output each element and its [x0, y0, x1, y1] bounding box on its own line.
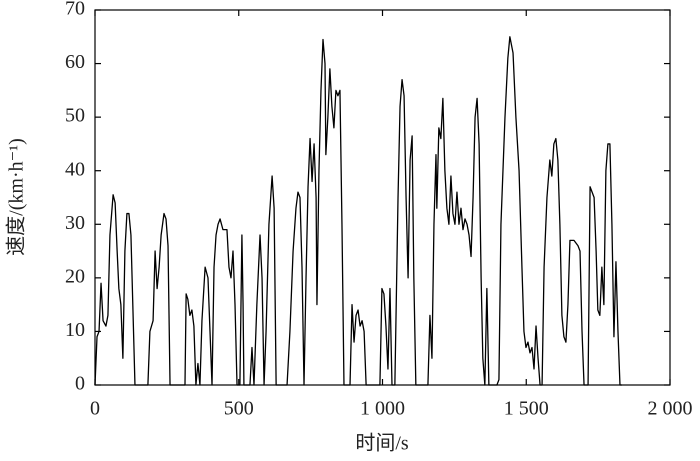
x-tick-label: 1 500 — [504, 398, 549, 420]
x-tick-label: 500 — [224, 398, 254, 420]
y-tick-label: 40 — [65, 158, 85, 180]
x-tick-label: 1 000 — [360, 398, 405, 420]
y-tick-label: 0 — [75, 373, 85, 395]
y-tick-label: 30 — [65, 212, 85, 234]
y-tick-label: 70 — [65, 0, 85, 20]
y-tick-label: 60 — [65, 51, 85, 73]
y-tick-label: 10 — [65, 319, 85, 341]
y-tick-label: 50 — [65, 105, 85, 127]
x-axis-label: 时间/s — [355, 432, 409, 455]
speed-line — [94, 36, 622, 386]
plot-frame — [94, 9, 671, 386]
x-tick-label: 2 000 — [648, 398, 693, 420]
x-tick-label: 0 — [90, 398, 100, 420]
y-tick-label: 20 — [65, 265, 85, 287]
y-axis-label: 速度/(km·h⁻¹) — [5, 138, 28, 256]
